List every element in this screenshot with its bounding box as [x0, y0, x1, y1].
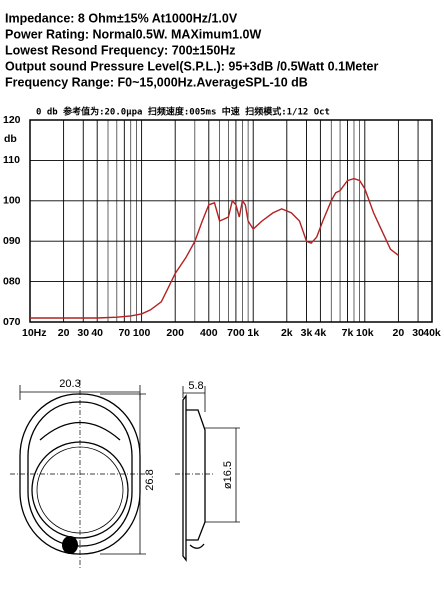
x-tick-label: 30 [77, 327, 89, 339]
y-tick-label: 100 [3, 195, 21, 207]
plot-frame [29, 119, 433, 323]
x-tick-label: 100 [133, 327, 151, 339]
side-view: 5.8 ø16.5 [175, 380, 240, 562]
y-axis-label: db [4, 133, 17, 145]
chart-subtitle: 0 db 参考值为:20.0μpa 扫频速度:005ms 中速 扫频模式:1/1… [36, 106, 330, 118]
x-tick-label: 400 [200, 327, 218, 339]
y-tick-label: 090 [3, 235, 21, 247]
y-tick-label: 080 [3, 275, 21, 287]
width-label: 20.3 [59, 378, 80, 390]
x-tick-label: 20 [393, 327, 405, 339]
height-label: 26.8 [144, 469, 156, 490]
x-tick-label: 2k [281, 327, 293, 339]
x-tick-label: 4k [315, 327, 327, 339]
x-tick-label: 200 [166, 327, 184, 339]
x-tick-label: 70 [118, 327, 130, 339]
x-tick-label: 1k [247, 327, 259, 339]
spec-line: Output sound Pressure Level(S.P.L.): 95+… [5, 59, 378, 73]
depth-label: 5.8 [188, 380, 203, 392]
side-body [186, 409, 206, 541]
y-tick-label: 120 [3, 114, 21, 126]
x-tick-label: 40 [91, 327, 103, 339]
front-view: 20.3 26.8 [10, 378, 156, 570]
spec-line: Lowest Resond Frequency: 700±150Hz [5, 43, 236, 57]
x-tick-label: 20 [58, 327, 70, 339]
response-curve [30, 177, 399, 319]
x-tick-label: 10Hz [22, 327, 47, 339]
x-tick-label: 700 [227, 327, 245, 339]
x-tick-label: 7k [342, 327, 354, 339]
x-tick-label: 40k [423, 327, 441, 339]
side-frame [182, 394, 187, 562]
terminal [62, 536, 78, 554]
x-tick-label: 30 [412, 327, 424, 339]
y-tick-label: 070 [3, 316, 21, 328]
diameter-label: ø16.5 [222, 461, 234, 489]
terminal-side [189, 543, 205, 549]
y-tick-label: 110 [3, 154, 20, 166]
frequency-chart: 0 db 参考值为:20.0μpa 扫频速度:005ms 中速 扫频模式:1/1… [3, 106, 441, 339]
x-tick-label: 3k [301, 327, 313, 339]
spec-line: Frequency Range: F0~15,000Hz.AverageSPL-… [5, 75, 308, 89]
spec-line: Impedance: 8 Ohm±15% At1000Hz/1.0V [5, 11, 238, 25]
spec-line: Power Rating: Normal0.5W. MAXimum1.0W [5, 27, 261, 41]
x-tick-label: 10k [356, 327, 374, 339]
